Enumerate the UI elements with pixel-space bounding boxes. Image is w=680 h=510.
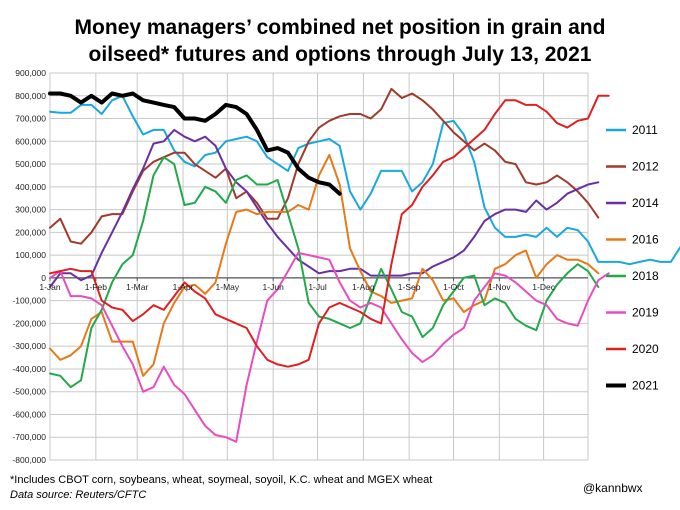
series-line-2019 — [49, 251, 610, 443]
y-tick-label: 900,000 — [15, 68, 46, 78]
x-tick-label: 1-Mar — [126, 282, 148, 292]
legend-label-2018: 2018 — [632, 269, 659, 283]
y-tick-label: -200,000 — [12, 318, 46, 328]
x-tick-label: 1-Jan — [39, 282, 61, 292]
y-tick-label: -500,000 — [12, 387, 46, 397]
y-tick-label: 500,000 — [15, 159, 46, 169]
y-tick-label: -400,000 — [12, 364, 46, 374]
legend-label-2012: 2012 — [632, 160, 659, 174]
x-tick-label: 1-Apr — [173, 282, 194, 292]
series-line-2011 — [49, 94, 680, 266]
x-tick-label: 1-Dec — [532, 282, 555, 292]
series-line-2012 — [49, 87, 600, 245]
chart-title-line-2: oilseed* futures and options through Jul… — [88, 43, 592, 66]
series-line-2016 — [49, 154, 600, 377]
series-line-2021 — [48, 91, 342, 196]
x-tick-label: 1-Jul — [308, 282, 327, 292]
chart-title-line-1: Money managers’ combined net position in… — [74, 16, 606, 39]
legend-label-2014: 2014 — [632, 196, 659, 210]
y-tick-label: 600,000 — [15, 136, 46, 146]
y-tick-label: 100,000 — [15, 250, 46, 260]
legend-label-2016: 2016 — [632, 233, 659, 247]
x-tick-label: 1-Feb — [85, 282, 107, 292]
y-tick-label: 300,000 — [15, 205, 46, 215]
legend-label-2020: 2020 — [632, 342, 659, 356]
legend-label-2019: 2019 — [632, 306, 659, 320]
series-line-2014 — [49, 128, 600, 288]
x-tick-label: 1-Aug — [352, 282, 375, 292]
legend-label-2021: 2021 — [632, 379, 659, 393]
y-tick-label: 200,000 — [15, 227, 46, 237]
chart-grid — [49, 72, 589, 461]
footnote: *Includes CBOT corn, soybeans, wheat, so… — [10, 474, 433, 486]
data-source: Data source: Reuters/CFTC — [10, 489, 147, 501]
y-tick-label: -700,000 — [12, 432, 46, 442]
series-line-2018 — [49, 156, 600, 389]
chart-legend: 2011 2012 2014 2016 2018 2019 2020 2021 — [606, 123, 659, 393]
legend-label-2011: 2011 — [632, 123, 658, 137]
chart-series — [48, 87, 680, 443]
y-tick-label: -300,000 — [12, 341, 46, 351]
y-tick-label: -800,000 — [12, 455, 46, 465]
x-axis-ticks: 1-Jan 1-Feb 1-Mar 1-Apr 1-May 1-Jun 1-Jul 1-Aug… — [39, 277, 556, 292]
x-tick-label: 1-Jun — [263, 282, 285, 292]
x-tick-label: 1-May — [216, 282, 240, 292]
x-tick-label: 1-Sep — [398, 282, 421, 292]
x-tick-label: 1-Oct — [443, 282, 464, 292]
series-line-2020 — [49, 94, 610, 368]
author-credit: @kannbwx — [583, 481, 643, 495]
y-tick-label: 400,000 — [15, 182, 46, 192]
y-tick-label: 0 — [41, 273, 46, 283]
y-tick-label: -600,000 — [12, 409, 46, 419]
y-axis-ticks: 900,000 800,000 700,000 600,000 500,000 400,0… — [12, 68, 46, 465]
y-tick-label: 800,000 — [15, 91, 46, 101]
y-tick-label: -100,000 — [12, 296, 46, 306]
x-tick-label: 1-Nov — [488, 282, 511, 292]
y-tick-label: 700,000 — [15, 114, 46, 124]
